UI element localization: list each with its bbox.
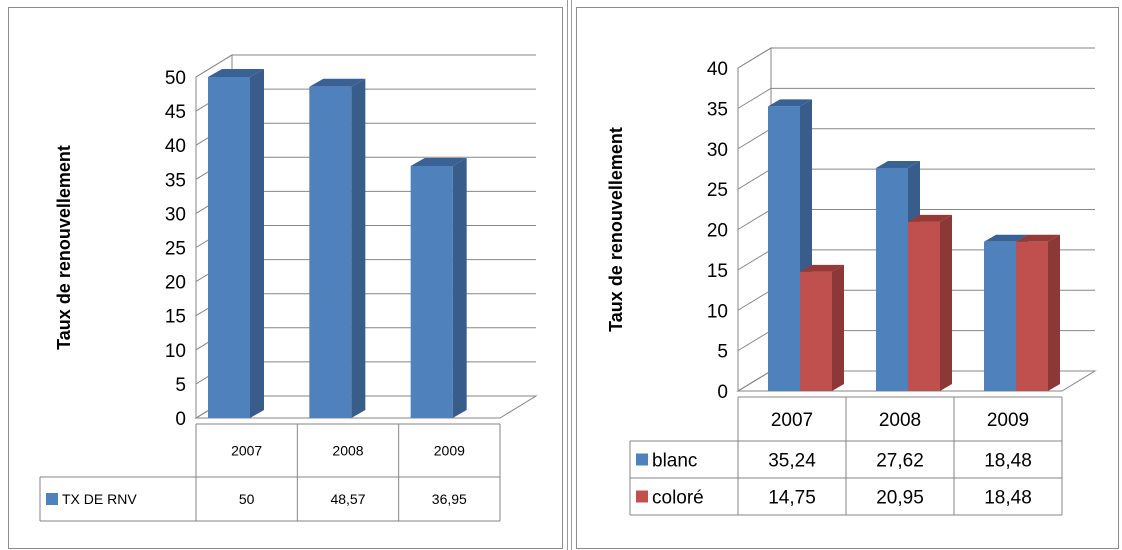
y-tick-label: 40	[707, 59, 728, 80]
bar-TX DE RNV-2009	[410, 166, 453, 418]
y-tick-label: 40	[165, 136, 186, 157]
bar-top-blanc-2007	[768, 99, 812, 107]
bar-top-blanc-2009	[984, 234, 1028, 242]
bar-top-TX DE RNV-2009	[410, 158, 467, 167]
gridline	[195, 54, 536, 78]
bar-blanc-2007	[768, 106, 800, 391]
table-value: 18,48	[984, 450, 1032, 471]
table-value: 48,57	[330, 491, 365, 507]
bar-top-blanc-2008	[876, 160, 920, 168]
bar-blanc-2008	[876, 167, 908, 391]
table-value: 50	[239, 491, 255, 507]
bar-top-coloré-2008	[908, 214, 952, 222]
bar-TX DE RNV-2007	[208, 77, 250, 418]
y-tick-label: 5	[717, 342, 728, 363]
table-value: 35,24	[768, 450, 816, 471]
legend-key-TX DE RNV	[46, 493, 58, 505]
y-tick-label: 0	[175, 409, 186, 430]
bar-top-coloré-2009	[1016, 234, 1060, 242]
table-value: 20,95	[876, 487, 924, 508]
bar-top-TX DE RNV-2007	[208, 69, 264, 77]
y-tick-label: 30	[165, 204, 186, 225]
bar-side-TX DE RNV-2007	[250, 69, 264, 418]
y-tick-label: 10	[707, 301, 728, 322]
chart-frame-left	[8, 7, 563, 549]
legend-key-blanc	[636, 453, 648, 466]
table-category-header: 2009	[434, 443, 465, 459]
table-value: 36,95	[432, 491, 467, 507]
bar-side-coloré-2009	[1048, 234, 1060, 391]
bar-side-TX DE RNV-2009	[452, 158, 467, 418]
chart-panel-right: 0 5 10 15 20 25 30 35 40 Taux de renouvellement 20…	[574, 0, 1122, 550]
y-axis-title: Taux de renouvellement	[54, 145, 74, 350]
chart-left: 0 5 10 15 20 25 30 35 40 45 50 Taux de renouvelleme…	[39, 54, 538, 522]
bar-coloré-2009	[1016, 241, 1048, 391]
y-tick-label: 35	[165, 170, 186, 191]
gridline	[737, 87, 1095, 109]
table-category-header: 2007	[231, 443, 262, 459]
table-value: 27,62	[876, 450, 924, 471]
bar-side-TX DE RNV-2008	[351, 78, 366, 419]
y-tick-label: 20	[165, 273, 186, 294]
legend-label: TX DE RNV	[62, 491, 137, 507]
bar-coloré-2007	[800, 271, 832, 391]
table-category-header: 2008	[332, 443, 363, 459]
y-tick-label: 5	[175, 375, 186, 396]
legend-key-coloré	[636, 490, 648, 503]
legend-label: coloré	[652, 487, 704, 508]
y-tick-label: 0	[717, 382, 728, 403]
y-tick-label: 15	[707, 261, 728, 282]
panel-divider	[571, 0, 572, 550]
bar-top-TX DE RNV-2008	[309, 78, 366, 87]
bar-blanc-2009	[984, 241, 1016, 391]
y-tick-label: 15	[165, 307, 186, 328]
bar-side-coloré-2008	[940, 214, 952, 391]
y-tick-label: 30	[707, 140, 728, 161]
chart-panel-left: 0 5 10 15 20 25 30 35 40 45 50 Taux de renouvelleme…	[8, 7, 563, 549]
y-axis-title: Taux de renouvellement	[606, 127, 626, 332]
y-tick-label: 10	[165, 341, 186, 362]
panel-divider	[567, 0, 568, 550]
table-category-header: 2008	[879, 410, 921, 431]
bar-side-coloré-2007	[832, 264, 844, 391]
table-category-header: 2009	[987, 410, 1029, 431]
bar-TX DE RNV-2008	[309, 86, 352, 419]
table-value: 18,48	[984, 487, 1032, 508]
table-value: 14,75	[768, 487, 816, 508]
y-tick-label: 25	[707, 180, 728, 201]
y-tick-label: 45	[165, 102, 186, 123]
y-tick-label: 50	[165, 68, 186, 89]
legend-label: blanc	[652, 450, 697, 471]
table-category-header: 2007	[771, 410, 813, 431]
bar-coloré-2008	[908, 221, 940, 391]
chart-frame-right	[576, 7, 1119, 549]
chart-right: 0 5 10 15 20 25 30 35 40 Taux de renouvellement 20…	[606, 47, 1097, 516]
y-tick-label: 20	[707, 221, 728, 242]
y-tick-label: 35	[707, 99, 728, 120]
gridline	[737, 47, 1095, 69]
bar-top-coloré-2007	[800, 264, 844, 272]
y-tick-label: 25	[165, 239, 186, 260]
